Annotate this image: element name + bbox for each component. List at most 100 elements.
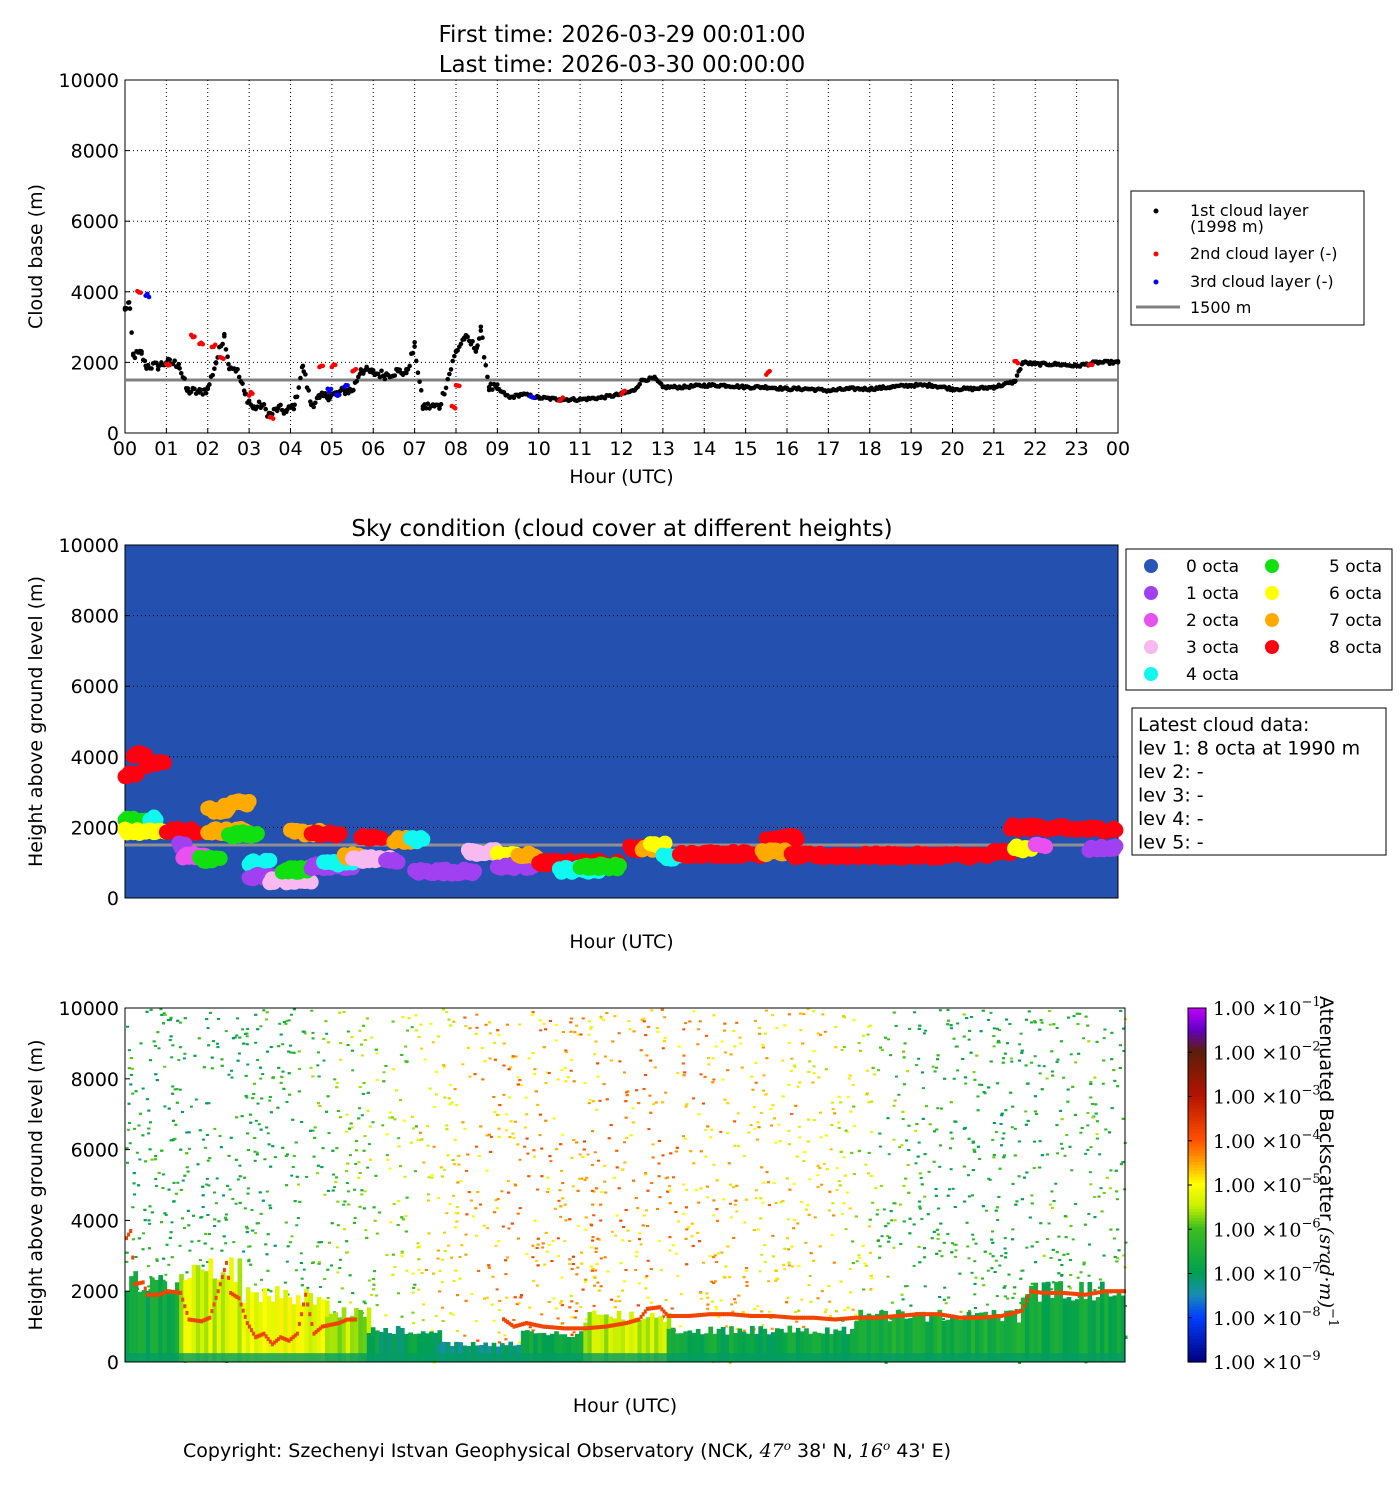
noise-pixel [1038, 1072, 1042, 1075]
noise-pixel [345, 1240, 349, 1243]
noise-pixel [210, 1247, 214, 1250]
noise-pixel [649, 1268, 653, 1271]
noise-pixel [445, 1212, 449, 1215]
layer1-point [395, 368, 401, 374]
noise-pixel [163, 1065, 167, 1068]
layer1-point [480, 335, 485, 341]
noise-pixel [850, 1151, 854, 1154]
noise-pixel [512, 1318, 516, 1321]
noise-pixel [802, 1160, 806, 1163]
x-tick-label: 03 [237, 438, 261, 460]
noise-pixel [997, 1195, 1001, 1198]
noise-pixel [616, 1295, 620, 1298]
noise-pixel [886, 1222, 890, 1225]
noise-pixel [198, 1259, 202, 1262]
noise-pixel [807, 1213, 811, 1216]
x-tick-label: 17 [816, 438, 840, 460]
noise-pixel [335, 1086, 339, 1089]
noise-pixel [316, 1051, 320, 1054]
layer2-point [138, 290, 144, 295]
layer1-point [313, 400, 318, 406]
legend-label: 2nd cloud layer (-) [1190, 244, 1337, 263]
noise-pixel [572, 1080, 576, 1083]
noise-pixel [426, 1193, 430, 1196]
noise-pixel [405, 1060, 409, 1063]
layer1-point [470, 339, 475, 344]
noise-pixel [952, 1077, 956, 1080]
noise-pixel [205, 1177, 209, 1180]
noise-pixel [645, 1054, 649, 1057]
noise-pixel [549, 1160, 553, 1163]
noise-pixel [170, 1221, 174, 1224]
noise-pixel [412, 1322, 416, 1325]
layer2-point [767, 368, 772, 374]
noise-pixel [1069, 1287, 1073, 1290]
noise-pixel [169, 1016, 173, 1019]
noise-pixel [924, 1105, 928, 1108]
noise-pixel [155, 1258, 159, 1261]
noise-pixel [907, 1191, 911, 1194]
layer1-point [205, 386, 211, 392]
noise-pixel [938, 1009, 942, 1012]
noise-pixel [650, 1182, 654, 1185]
noise-pixel [1054, 1182, 1058, 1185]
noise-pixel [999, 1122, 1003, 1125]
layer2-point [1090, 362, 1095, 368]
noise-pixel [819, 1033, 823, 1036]
noise-pixel [820, 1183, 824, 1186]
noise-pixel [1035, 1112, 1039, 1115]
noise-pixel [148, 1121, 152, 1124]
noise-pixel [845, 1191, 849, 1194]
noise-pixel [335, 1147, 339, 1150]
noise-pixel [278, 1022, 282, 1025]
noise-pixel [818, 1167, 822, 1170]
noise-pixel [368, 1125, 372, 1128]
noise-pixel [185, 1152, 189, 1155]
noise-pixel [732, 1186, 736, 1189]
noise-pixel [330, 1264, 334, 1267]
noise-pixel [662, 1040, 666, 1043]
layer1-point [308, 402, 314, 408]
noise-pixel [172, 1181, 176, 1184]
noise-pixel [323, 1193, 327, 1196]
noise-pixel [656, 1208, 660, 1211]
noise-pixel [552, 1297, 556, 1300]
noise-pixel [570, 1300, 574, 1303]
layer1-point [172, 358, 177, 364]
noise-pixel [787, 1264, 791, 1267]
noise-pixel [427, 1176, 431, 1179]
noise-pixel [834, 1025, 838, 1028]
noise-pixel [949, 1147, 953, 1150]
noise-pixel [1055, 1251, 1059, 1254]
noise-pixel [568, 1218, 572, 1221]
noise-pixel [263, 1158, 267, 1161]
layer1-point [222, 331, 227, 337]
noise-pixel [923, 1285, 927, 1288]
noise-pixel [951, 1187, 955, 1190]
noise-pixel [827, 1209, 831, 1212]
layer1-point [220, 341, 225, 347]
layer1-point [420, 404, 426, 409]
layer1-point [207, 382, 212, 387]
noise-pixel [1095, 1133, 1099, 1136]
noise-pixel [657, 1240, 661, 1243]
noise-pixel [155, 1184, 159, 1187]
legend-marker-octa-8 [1265, 640, 1279, 654]
noise-pixel [227, 1154, 231, 1157]
noise-pixel [751, 1088, 755, 1091]
layer1-point [126, 300, 132, 305]
noise-pixel [561, 1197, 565, 1200]
noise-pixel [1067, 1285, 1071, 1288]
noise-pixel [518, 1079, 522, 1082]
noise-pixel [474, 1320, 478, 1323]
noise-pixel [245, 1231, 249, 1234]
noise-pixel [681, 1062, 685, 1065]
noise-pixel [266, 1132, 270, 1135]
noise-pixel [170, 1256, 174, 1259]
noise-pixel [1062, 1253, 1066, 1256]
noise-pixel [452, 1163, 456, 1166]
layer1-point [197, 390, 202, 395]
noise-pixel [812, 1010, 816, 1013]
noise-pixel [946, 1008, 950, 1011]
noise-pixel [370, 1293, 374, 1296]
